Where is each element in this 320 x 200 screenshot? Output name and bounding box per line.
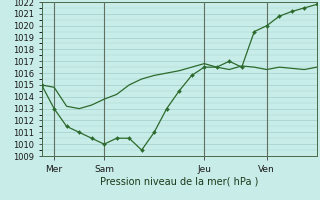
X-axis label: Pression niveau de la mer( hPa ): Pression niveau de la mer( hPa ) — [100, 177, 258, 187]
